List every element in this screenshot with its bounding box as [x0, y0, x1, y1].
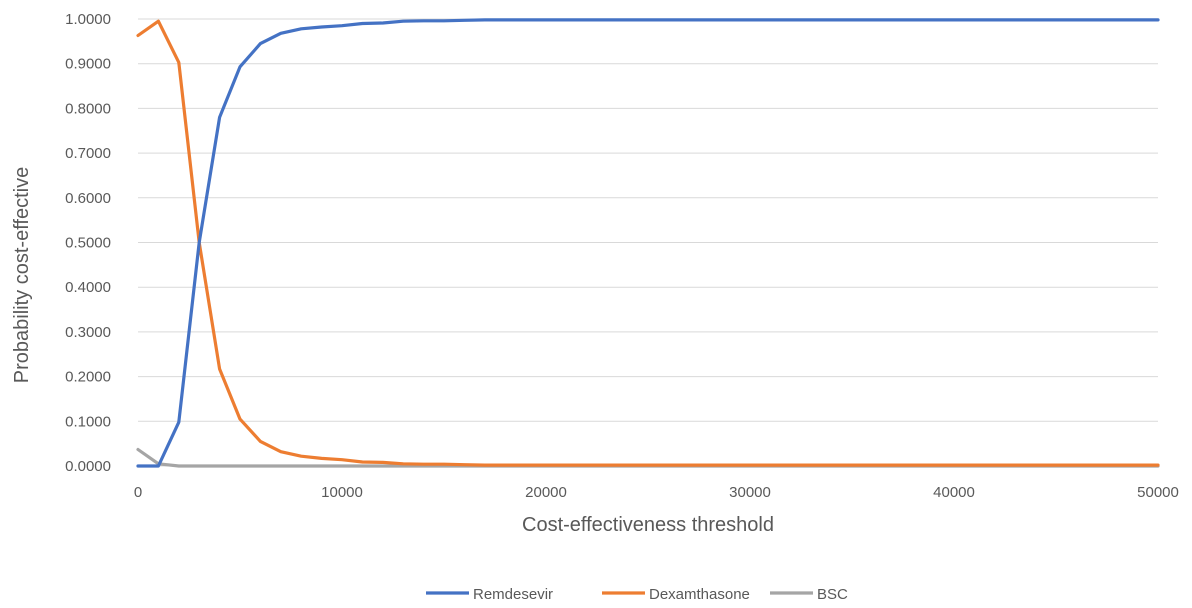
legend-label-bsc: BSC: [817, 586, 848, 603]
series-line-remdesevir: [136, 18, 1160, 468]
gridlines: [138, 18, 1158, 467]
series-lines: [136, 18, 1160, 468]
y-tick-label: 0.2000: [65, 369, 111, 386]
y-tick-labels: 0.0000 0.1000 0.2000 0.3000 0.4000 0.5000 0.60…: [65, 11, 111, 475]
x-tick-label: 0: [134, 484, 142, 501]
y-tick-label: 0.7000: [65, 145, 111, 162]
y-tick-label: 0.3000: [65, 324, 111, 341]
y-tick-label: 0.8000: [65, 100, 111, 117]
y-tick-label: 0.0000: [65, 458, 111, 475]
x-tick-label: 50000: [1137, 484, 1179, 501]
y-tick-label: 0.5000: [65, 235, 111, 252]
y-tick-label: 1.0000: [65, 11, 111, 28]
x-axis-title: Cost-effectiveness threshold: [522, 514, 774, 536]
legend-label-dexamthasone: Dexamthasone: [649, 586, 750, 603]
y-tick-label: 0.9000: [65, 56, 111, 73]
y-axis-title: Probability cost-effective: [11, 167, 33, 383]
y-tick-label: 0.1000: [65, 413, 111, 430]
x-tick-label: 10000: [321, 484, 363, 501]
legend: Remdesevir Dexamthasone BSC: [426, 586, 848, 603]
y-tick-label: 0.6000: [65, 190, 111, 207]
x-tick-label: 20000: [525, 484, 567, 501]
x-tick-label: 40000: [933, 484, 975, 501]
series-line-dexamthasone: [136, 19, 1160, 467]
x-tick-labels: 0 10000 20000 30000 40000 50000: [134, 484, 1179, 501]
y-tick-label: 0.4000: [65, 279, 111, 296]
legend-label-remdesevir: Remdesevir: [473, 586, 553, 603]
x-tick-label: 30000: [729, 484, 771, 501]
